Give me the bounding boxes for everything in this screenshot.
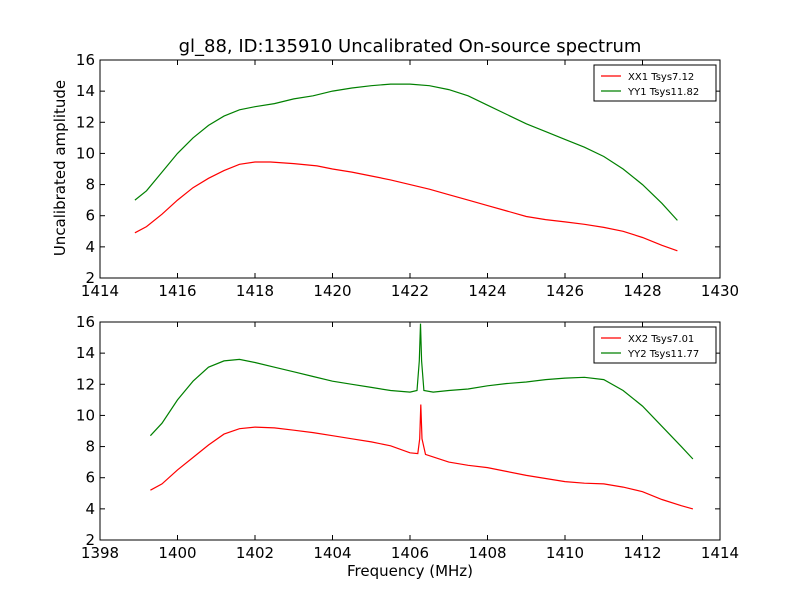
series-line-yy	[149, 323, 694, 460]
top-panel: 1414 1416 1418 1420 1422 1424 1426 1428 14302468…	[76, 51, 739, 300]
bottom-panel: 1398 1400 1402 1404 1406 1408 1410 1412 14142468…	[76, 313, 739, 562]
series-line-xx	[134, 161, 678, 252]
y-tick-label: 16	[76, 313, 95, 331]
y-tick-label: 14	[76, 82, 95, 100]
x-tick-label: 1426	[546, 282, 584, 300]
legend-box	[593, 64, 717, 102]
x-tick-label: 1428	[623, 282, 661, 300]
x-tick-label: 1430	[701, 282, 739, 300]
x-tick-label: 1420	[313, 282, 351, 300]
y-tick-label: 8	[85, 176, 95, 194]
x-tick-label: 1410	[546, 544, 584, 562]
legend: XX1 Tsys7.12 YY1 Tsys11.82	[593, 64, 717, 102]
series-line-yy	[134, 83, 678, 221]
y-tick-label: 6	[85, 469, 95, 487]
x-tick-label: 1424	[468, 282, 506, 300]
x-tick-label: 1398	[81, 544, 119, 562]
legend-entry: XX2 Tsys7.01	[628, 334, 694, 345]
x-tick-label: 1408	[468, 544, 506, 562]
x-tick-label: 1414	[81, 282, 119, 300]
y-tick-label: 10	[76, 144, 95, 162]
x-tick-label: 1416	[158, 282, 196, 300]
x-tick-label: 1414	[701, 544, 739, 562]
legend-entry: YY2 Tsys11.77	[627, 349, 699, 360]
x-tick-label: 1400	[158, 544, 196, 562]
y-tick-label: 10	[76, 406, 95, 424]
y-tick-label: 16	[76, 51, 95, 69]
y-tick-label: 14	[76, 344, 95, 362]
y-tick-label: 8	[85, 438, 95, 456]
y-tick-label: 6	[85, 207, 95, 225]
y-tick-label: 2	[85, 269, 95, 287]
x-tick-label: 1402	[236, 544, 274, 562]
y-axis-label: Uncalibrated amplitude	[51, 80, 69, 256]
x-tick-label: 1418	[236, 282, 274, 300]
y-tick-label: 4	[85, 238, 95, 256]
legend-entry: XX1 Tsys7.12	[628, 72, 694, 83]
x-tick-label: 1412	[623, 544, 661, 562]
y-tick-label: 4	[85, 500, 95, 518]
legend-entry: YY1 Tsys11.82	[627, 87, 699, 98]
x-axis-label: Frequency (MHz)	[347, 562, 473, 580]
legend-box	[593, 326, 717, 364]
x-tick-label: 1422	[391, 282, 429, 300]
legend: XX2 Tsys7.01 YY2 Tsys11.77	[593, 326, 717, 364]
y-tick-label: 2	[85, 531, 95, 549]
y-tick-label: 12	[76, 113, 95, 131]
chart-title: gl_88, ID:135910 Uncalibrated On-source …	[179, 36, 642, 57]
series-line-xx	[150, 404, 694, 510]
x-tick-label: 1404	[313, 544, 351, 562]
y-tick-label: 12	[76, 375, 95, 393]
x-tick-label: 1406	[391, 544, 429, 562]
